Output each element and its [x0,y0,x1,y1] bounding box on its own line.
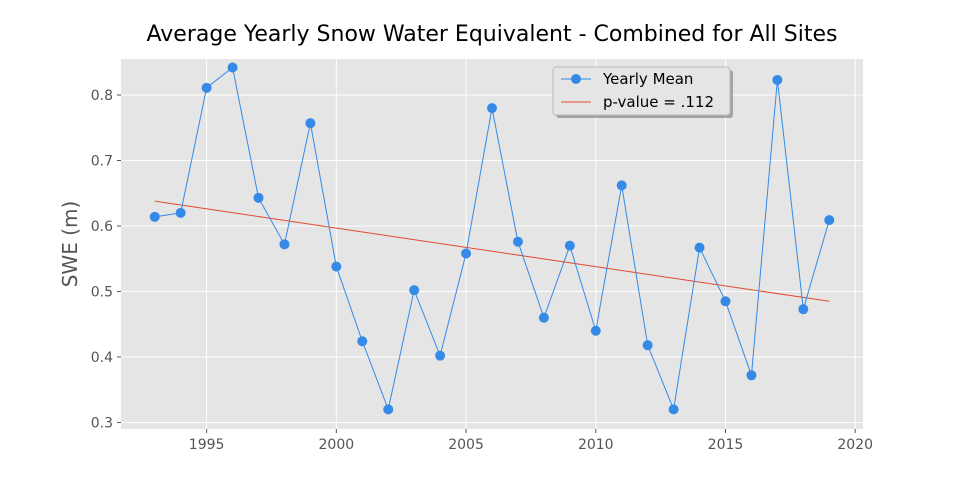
plot-area [121,59,863,429]
data-point [668,404,679,415]
y-tick-label: 0.8 [91,88,113,104]
legend-box [552,66,731,116]
data-point [720,296,731,307]
chart-title: Average Yearly Snow Water Equivalent - C… [147,22,838,47]
data-point [331,261,342,272]
trend-layer [154,200,830,302]
x-axis: 1995 2000 2005 2010 2015 2020 [189,429,873,453]
trend-line [154,200,830,302]
data-point [487,103,497,114]
y-tick-label: 0.4 [91,350,113,366]
series-layer [149,62,835,415]
data-point [461,248,472,259]
data-point [590,325,601,336]
x-tick-label: 2020 [837,437,873,453]
data-point [798,304,809,315]
y-tick-label: 0.6 [91,219,113,235]
y-axis: 0.3 0.4 0.5 0.6 0.7 0.8 [91,88,121,431]
data-point [201,82,212,93]
y-axis-label: SWE (m) [58,201,82,288]
y-tick-label: 0.7 [91,154,113,170]
x-tick-label: 2005 [448,437,484,453]
y-tick-label: 0.5 [91,284,113,300]
legend: Yearly Mean p-value = .112 [552,66,733,118]
data-point [538,312,549,323]
y-tick-label: 0.3 [91,415,113,431]
data-point [512,236,523,247]
data-point [227,62,238,73]
x-tick-label: 2015 [708,437,744,453]
data-point [642,340,653,351]
data-point [564,240,575,251]
legend-series-marker [571,74,581,84]
data-point [305,118,316,129]
x-tick-label: 1995 [189,437,225,453]
data-point [383,404,394,415]
data-point [149,211,160,222]
legend-label-yearly-mean: Yearly Mean [602,70,693,88]
grid [121,59,863,429]
x-tick-label: 2010 [578,437,614,453]
legend-label-p-value: p-value = .112 [603,93,714,111]
data-point [694,242,705,253]
data-point [409,285,420,296]
data-point [772,74,783,85]
data-point [616,180,627,191]
data-point [824,215,835,226]
x-tick-label: 2000 [319,437,355,453]
data-point [357,336,368,347]
data-point [279,239,290,250]
data-point [253,192,264,203]
data-point [746,370,757,381]
data-point [175,207,186,218]
data-point [435,350,446,361]
